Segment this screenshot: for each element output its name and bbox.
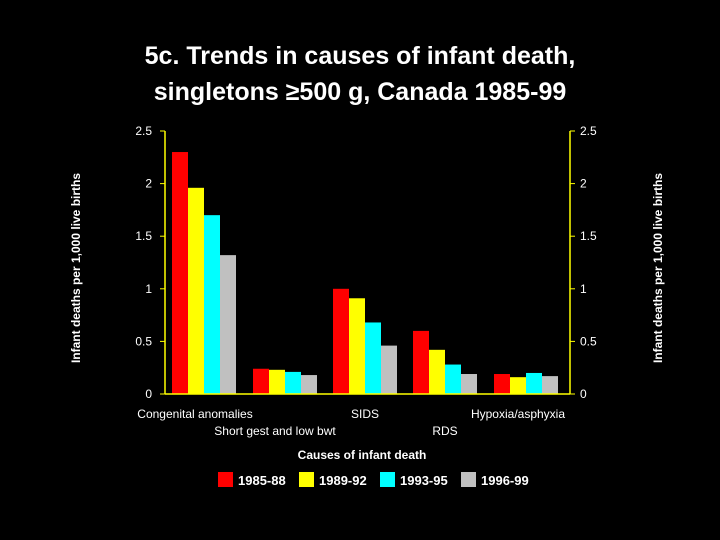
left-tick-label: 0 (145, 387, 152, 401)
legend-swatch-1993-95 (380, 472, 395, 487)
category-labels: Congenital anomalies Short gest and low b… (137, 407, 565, 438)
bar-2-1996-99 (301, 375, 317, 394)
y-axis-title-left: Infant deaths per 1,000 live births (69, 173, 83, 363)
bar-1-1996-99 (220, 255, 236, 394)
category-label-1: Congenital anomalies (137, 407, 252, 421)
bar-4-1996-99 (461, 374, 477, 394)
bar-5-1985-88 (494, 374, 510, 394)
bar-5-1993-95 (526, 372, 542, 394)
bar-3-1996-99 (381, 345, 397, 394)
left-tick-label: 1.5 (135, 229, 152, 243)
bar-2-1985-88 (253, 368, 269, 394)
legend-swatch-1985-88 (218, 472, 233, 487)
right-tick-label: 2.5 (580, 124, 597, 138)
category-label-2: Short gest and low bwt (214, 424, 336, 438)
legend-swatch-1996-99 (461, 472, 476, 487)
category-label-4: RDS (432, 424, 457, 438)
axis-titles: Causes of infant death Infant deaths per … (69, 173, 665, 462)
legend-label-1989-92: 1989-92 (319, 473, 367, 488)
bar-2-1989-92 (269, 369, 285, 394)
left-tick-label: 0.5 (135, 334, 152, 348)
legend-label-1996-99: 1996-99 (481, 473, 529, 488)
category-label-3: SIDS (351, 407, 379, 421)
axes-group (164, 131, 571, 395)
category-label-5: Hypoxia/asphyxia (471, 407, 565, 421)
legend-swatch-1989-92 (299, 472, 314, 487)
legend-label-1985-88: 1985-88 (238, 473, 286, 488)
left-tick-label: 2.5 (135, 124, 152, 138)
right-tick-label: 1 (580, 282, 587, 296)
right-tick-label: 0.5 (580, 334, 597, 348)
slide-title: 5c. Trends in causes of infant death, si… (0, 38, 720, 110)
left-tick-label: 1 (145, 282, 152, 296)
title-line-1: 5c. Trends in causes of infant death, (144, 42, 576, 70)
bar-1-1989-92 (188, 187, 204, 394)
bar-1-1985-88 (172, 152, 188, 394)
right-tick-label: 1.5 (580, 229, 597, 243)
bar-3-1985-88 (333, 288, 349, 394)
x-axis-title: Causes of infant death (298, 448, 427, 462)
bar-4-1989-92 (429, 349, 445, 394)
right-tick-label: 2 (580, 177, 587, 191)
title-line-2: singletons ≥500 g, Canada 1985-99 (153, 78, 567, 106)
right-tick-label: 0 (580, 387, 587, 401)
bars-group (172, 152, 558, 394)
bar-1-1993-95 (204, 215, 220, 394)
legend-label-1993-95: 1993-95 (400, 473, 448, 488)
bar-5-1989-92 (510, 377, 526, 394)
ticks-group: 0 0 0.5 0.5 1 1 1.5 1.5 2 2 2.5 2.5 (135, 124, 597, 401)
bar-5-1996-99 (542, 376, 558, 394)
bar-2-1993-95 (285, 371, 301, 394)
left-tick-label: 2 (145, 177, 152, 191)
legend: 1985-88 1989-92 1993-95 1996-99 (218, 472, 529, 488)
y-axis-title-right: Infant deaths per 1,000 live births (651, 173, 665, 363)
bar-4-1993-95 (445, 364, 461, 394)
bar-3-1993-95 (365, 322, 381, 394)
bar-3-1989-92 (349, 298, 365, 394)
bar-4-1985-88 (413, 330, 429, 394)
